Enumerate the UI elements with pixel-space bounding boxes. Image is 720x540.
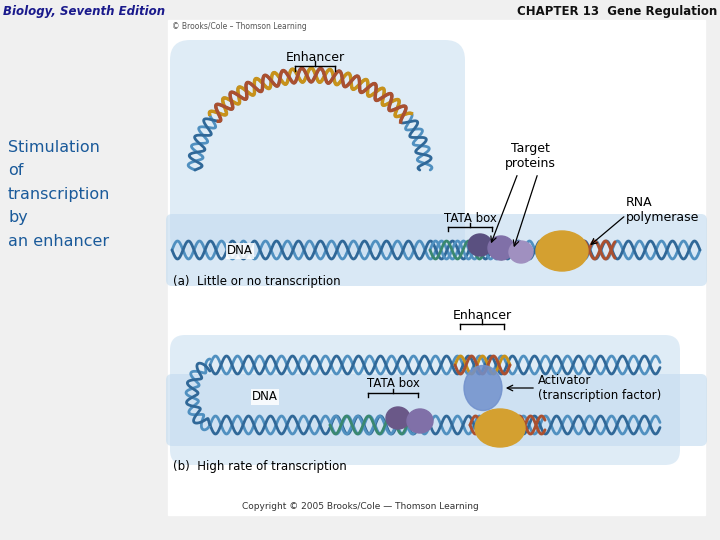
- Text: DNA: DNA: [227, 245, 253, 258]
- FancyBboxPatch shape: [166, 214, 707, 286]
- Text: Target
proteins: Target proteins: [505, 142, 555, 170]
- Ellipse shape: [475, 409, 525, 447]
- Text: Enhancer: Enhancer: [452, 309, 512, 322]
- Text: DNA: DNA: [252, 390, 278, 403]
- FancyBboxPatch shape: [170, 40, 465, 255]
- Text: Enhancer: Enhancer: [285, 51, 345, 64]
- FancyBboxPatch shape: [170, 335, 680, 465]
- Text: Activator
(transcription factor): Activator (transcription factor): [538, 374, 661, 402]
- Ellipse shape: [386, 407, 410, 429]
- Ellipse shape: [488, 236, 514, 260]
- Ellipse shape: [468, 234, 492, 256]
- Ellipse shape: [509, 241, 533, 263]
- Text: © Brooks/Cole – Thomson Learning: © Brooks/Cole – Thomson Learning: [172, 22, 307, 31]
- Text: (b)  High rate of transcription: (b) High rate of transcription: [173, 460, 347, 473]
- Ellipse shape: [464, 366, 502, 410]
- Text: Copyright © 2005 Brooks/Cole — Thomson Learning: Copyright © 2005 Brooks/Cole — Thomson L…: [242, 502, 478, 511]
- Ellipse shape: [407, 409, 433, 433]
- Text: CHAPTER 13  Gene Regulation: CHAPTER 13 Gene Regulation: [517, 5, 717, 18]
- Text: (a)  Little or no transcription: (a) Little or no transcription: [173, 275, 341, 288]
- Text: TATA box: TATA box: [366, 377, 420, 390]
- Ellipse shape: [536, 231, 588, 271]
- Text: Stimulation
of
transcription
by
an enhancer: Stimulation of transcription by an enhan…: [8, 140, 110, 248]
- Text: TATA box: TATA box: [444, 212, 496, 225]
- Text: RNA
polymerase: RNA polymerase: [626, 196, 699, 224]
- FancyBboxPatch shape: [166, 374, 707, 446]
- Bar: [168, 20, 705, 515]
- Text: Biology, Seventh Edition: Biology, Seventh Edition: [3, 5, 165, 18]
